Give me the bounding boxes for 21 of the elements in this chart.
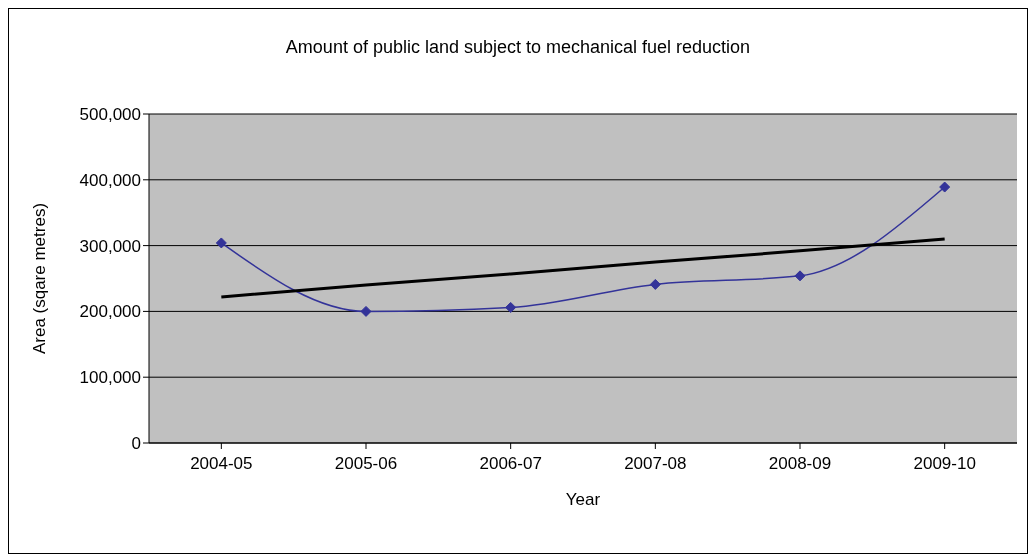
point bbox=[794, 270, 806, 282]
y-tick-label: 400,000 bbox=[79, 170, 141, 190]
chart-title: Amount of public land subject to mechanical fuel reduction bbox=[284, 37, 752, 58]
x-tick-label: 2009-10 bbox=[913, 454, 976, 474]
x-tick-label: 2007-08 bbox=[624, 454, 687, 474]
y-axis-title: Area (sqare metres) bbox=[30, 202, 50, 355]
point bbox=[360, 305, 372, 317]
point bbox=[505, 301, 517, 313]
y-tick-label: 300,000 bbox=[79, 236, 141, 256]
y-tick-label: 0 bbox=[131, 434, 141, 454]
point bbox=[215, 237, 227, 249]
x-tick-label: 2005-06 bbox=[334, 454, 398, 474]
x-tick-label: 2006-07 bbox=[479, 454, 542, 474]
x-axis-title: Year bbox=[565, 490, 601, 509]
y-tick-label: 500,000 bbox=[79, 105, 141, 125]
x-tick-label: 2008-09 bbox=[768, 454, 832, 474]
point bbox=[939, 181, 951, 193]
y-tick-label: 200,000 bbox=[79, 302, 141, 322]
x-tick-label: 2004-05 bbox=[190, 454, 253, 474]
point bbox=[649, 278, 661, 290]
y-tick-label: 100,000 bbox=[79, 368, 141, 388]
